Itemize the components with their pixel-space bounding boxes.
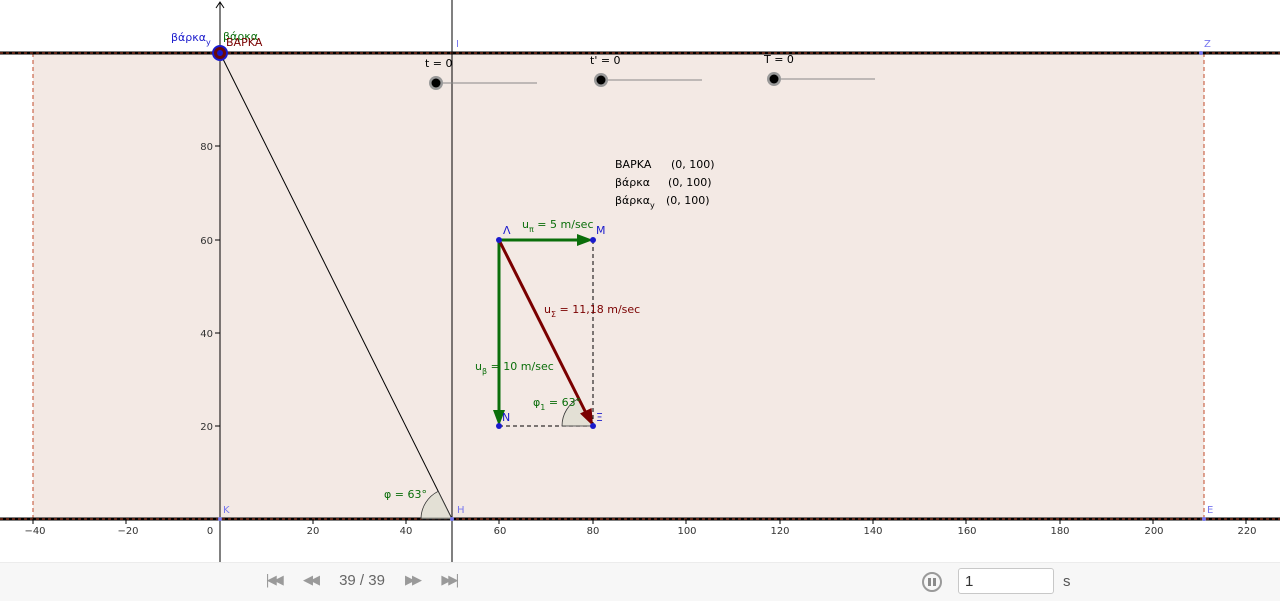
x-tick-label: 40 [400,526,413,537]
point-i-label: I [456,39,459,50]
u-beta-label: uβ = 10 m/sec [475,360,554,376]
x-tick-label: 140 [863,526,882,537]
x-tick-label: 180 [1050,526,1069,537]
y-tick-label: 60 [200,236,213,247]
point-m-label: M [596,224,606,237]
point-lambda-label: Λ [503,224,511,237]
slider-t[interactable]: t = 0 [425,57,537,90]
readout-row: βάρκαy (0, 100) [615,194,710,210]
x-tick-label: 20 [307,526,320,537]
point-n[interactable] [496,423,502,429]
boat-label-VARKA: ΒΑΡΚΑ [226,36,263,49]
boat-label-varka-y: βάρκαy [171,31,211,47]
frame-counter: 39 / 39 [339,572,385,589]
y-tick-label: 40 [200,329,213,340]
slider-t-prime-label: t' = 0 [590,54,621,67]
angle-phi1-label: φ1 = 63° [533,396,581,412]
angle-phi-arc [420,490,453,520]
river-region [33,53,1204,519]
boat-label-varka: βάρκα [223,30,258,43]
point-e[interactable] [1202,517,1206,521]
y-tick-label: 20 [200,422,213,433]
u-sigma-vector [497,239,589,416]
u-sigma-label: uΣ = 11,18 m/sec [544,303,640,319]
point-e-label: E [1207,505,1213,516]
point-xi-label: Ξ [596,411,603,424]
x-tick-label: 120 [770,526,789,537]
pause-button[interactable] [922,572,942,592]
first-frame-icon[interactable]: |◀◀ [265,573,283,588]
y-axis-arrow [215,1,225,9]
point-k-label: K [223,505,230,516]
pause-icon [928,578,931,586]
slider-t-label: t = 0 [425,57,453,70]
point-z[interactable] [1199,51,1203,55]
y-tick-marks [215,145,220,427]
x-tick-label: 80 [587,526,600,537]
x-tick-label: 160 [957,526,976,537]
u-sigma-arrowhead [580,408,593,426]
point-k[interactable] [218,517,222,521]
point-m[interactable] [590,237,596,243]
u-pi-arrowhead [577,234,593,246]
u-pi-label: uπ = 5 m/sec [522,218,594,234]
last-frame-icon[interactable]: ▶▶| [441,573,459,588]
x-tick-label: 60 [494,526,507,537]
slider-T[interactable]: T = 0 [763,53,875,86]
boat-marker-inner [217,50,223,56]
x-tick-label: 200 [1144,526,1163,537]
angle-phi-label: φ = 63° [384,488,427,501]
readout-row: ΒΑΡΚΑ (0, 100) [615,158,715,171]
slider-t-prime[interactable]: t' = 0 [590,54,702,87]
position-readout: ΒΑΡΚΑ (0, 100) βάρκα (0, 100) βάρκαy (0, 10… [615,158,715,210]
point-z-label: Z [1204,39,1211,50]
x-tick-label: 220 [1237,526,1256,537]
previous-frame-icon[interactable]: ◀◀ [303,573,320,588]
boat-path-line [219,52,453,520]
y-tick-label: 80 [200,142,213,153]
point-h-label: H [457,505,465,516]
graphics-canvas[interactable]: −40 −20 0 20 40 60 80 100 120 140 160 18… [0,0,1280,562]
slider-T-label: T = 0 [763,53,794,66]
point-h[interactable] [450,517,454,521]
point-lambda[interactable] [496,237,502,243]
u-beta-arrowhead [493,410,505,426]
x-tick-label: 0 [207,526,213,537]
point-n-label: N [502,411,510,424]
speed-input[interactable] [958,568,1054,594]
x-tick-label: 100 [677,526,696,537]
point-xi[interactable] [590,423,596,429]
readout-row: βάρκα (0, 100) [615,176,712,189]
x-tick-label: −40 [24,526,45,537]
animation-bar: |◀◀ ◀◀ 39 / 39 ▶▶ ▶▶| s [0,562,1280,601]
speed-unit-label: s [1063,573,1071,590]
x-tick-label: −20 [117,526,138,537]
x-tick-marks [32,519,1247,524]
geogebra-graphics-view[interactable]: −40 −20 0 20 40 60 80 100 120 140 160 18… [0,0,1280,562]
next-frame-icon[interactable]: ▶▶ [405,573,422,588]
